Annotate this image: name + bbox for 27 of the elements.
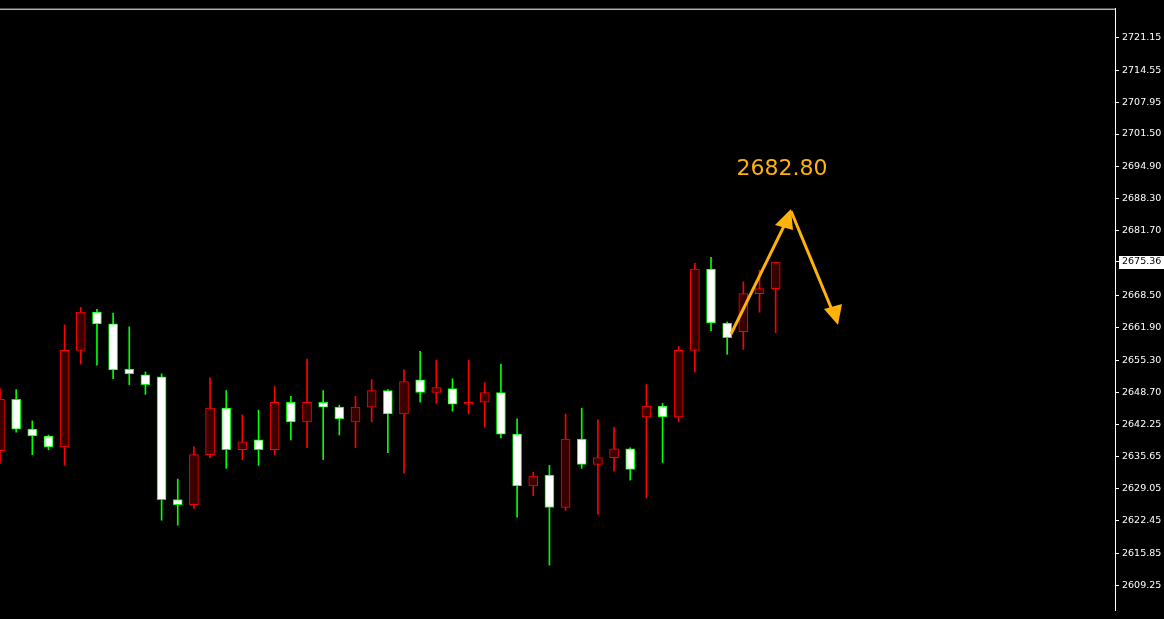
y-tick-label: 2707.95 <box>1122 95 1162 107</box>
y-tick-label: 2615.85 <box>1122 546 1162 558</box>
y-tick-label: 2655.30 <box>1122 353 1162 365</box>
y-tick-label: 2675.36 <box>1122 255 1162 267</box>
y-tick-label: 2648.70 <box>1122 385 1162 397</box>
y-tick-label: 2714.55 <box>1122 63 1162 75</box>
y-tick-label: 2668.50 <box>1122 289 1162 301</box>
y-tick-label: 2694.90 <box>1122 159 1162 171</box>
candlestick <box>593 419 603 515</box>
y-tick-label: 2609.25 <box>1122 579 1162 591</box>
y-tick-label: 2721.15 <box>1122 31 1162 43</box>
candlestick <box>302 358 312 449</box>
y-tick-label: 2642.25 <box>1122 417 1162 429</box>
candlestick <box>92 308 102 366</box>
candlestick <box>609 426 619 472</box>
y-tick-label: 2661.90 <box>1122 321 1162 333</box>
y-tick-label: 2681.70 <box>1122 224 1162 236</box>
y-tick-label: 2688.30 <box>1122 192 1162 204</box>
y-tick-label: 2701.50 <box>1122 127 1162 139</box>
candlestick <box>431 359 442 404</box>
annotation: 2682.80 <box>735 155 829 180</box>
y-tick-label: 2629.05 <box>1122 482 1162 494</box>
candlestick <box>172 478 183 526</box>
candlestick <box>479 382 490 428</box>
y-tick-label: 2622.45 <box>1122 514 1162 526</box>
y-tick-label: 2635.65 <box>1122 449 1162 461</box>
candlestick <box>27 420 38 455</box>
